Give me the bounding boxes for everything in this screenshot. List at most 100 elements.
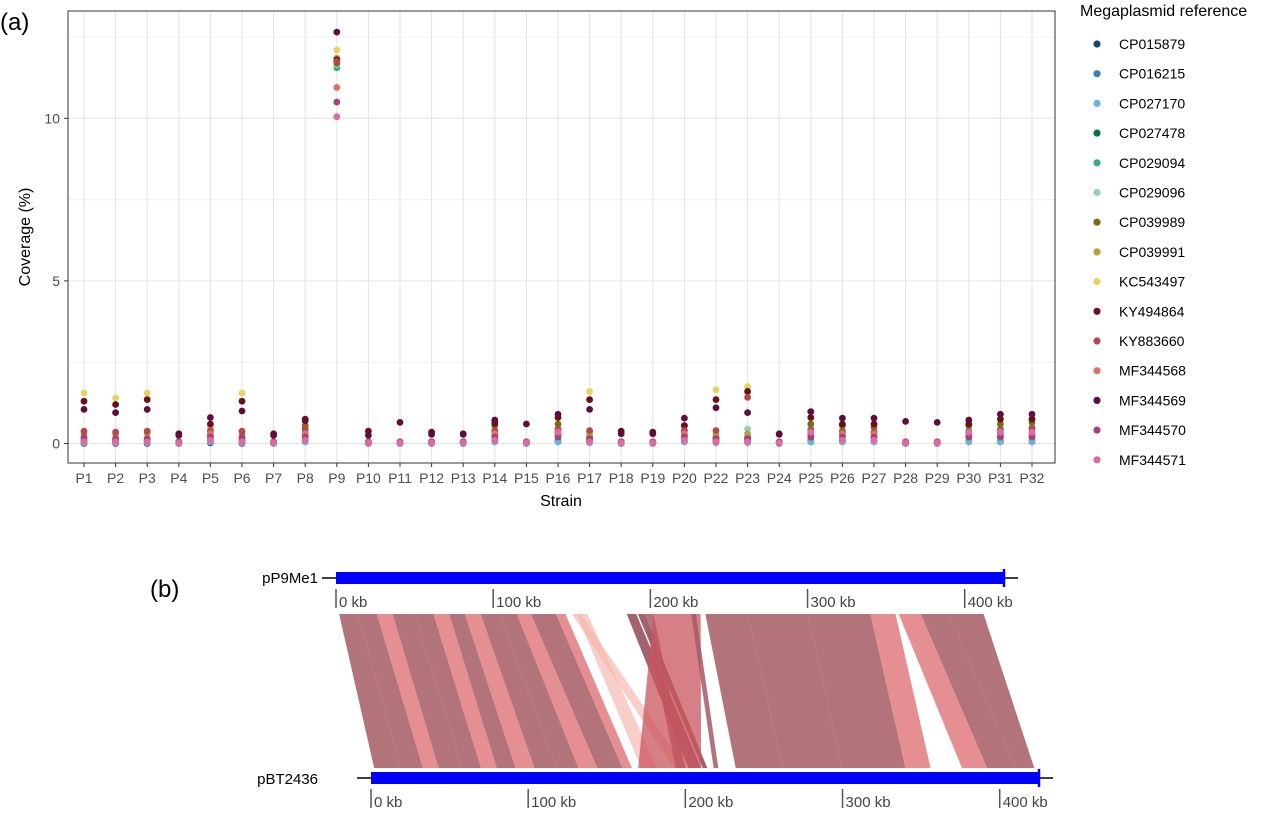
data-point: [459, 439, 467, 447]
legend-label: CP029096: [1119, 185, 1185, 201]
data-point: [1028, 438, 1036, 446]
data-point: [775, 439, 783, 447]
alignment-ribbon: [556, 614, 632, 768]
y-tick-label: 0: [52, 435, 60, 451]
alignment-ribbon: [433, 614, 497, 768]
x-tick-label: P17: [577, 470, 602, 486]
data-point: [396, 439, 404, 447]
data-point: [143, 405, 151, 413]
alignment-ribbon: [807, 614, 906, 768]
data-point: [870, 414, 878, 422]
data-point: [965, 416, 973, 424]
data-point: [270, 431, 277, 439]
data-point: [586, 438, 593, 446]
alignment-ribbon: [870, 614, 931, 768]
scale-label: 300 kb: [811, 594, 856, 611]
data-point: [965, 433, 973, 441]
data-point: [744, 438, 751, 446]
data-point: [617, 430, 625, 438]
data-point: [902, 439, 909, 447]
data-point: [428, 430, 435, 438]
scale-label: 100 kb: [531, 794, 576, 811]
scale-label: 0 kb: [339, 594, 367, 611]
alignment-ribbon: [948, 614, 1035, 768]
data-point: [870, 420, 878, 428]
data-point: [744, 425, 751, 433]
legend-key: [1093, 40, 1101, 48]
data-point: [238, 389, 246, 397]
legend-label: KY883660: [1119, 333, 1185, 349]
data-point: [744, 430, 751, 438]
data-point: [712, 386, 720, 394]
legend-key: [1093, 188, 1101, 197]
x-tick-label: P3: [139, 470, 156, 486]
data-point: [333, 46, 341, 54]
alignment-ribbon: [691, 614, 719, 768]
data-point: [301, 415, 309, 423]
legend-label: KY494864: [1119, 303, 1185, 319]
data-point: [112, 438, 119, 446]
x-tick-label: P13: [451, 470, 476, 486]
scale-label: 400 kb: [1003, 794, 1048, 811]
data-point: [333, 98, 341, 106]
x-tick-label: P25: [798, 470, 823, 486]
alignment-ribbon: [516, 614, 598, 768]
data-point: [207, 414, 214, 421]
data-point: [997, 428, 1004, 436]
sequence-track-top: pP9Me1 0 kb 100 kb 200 kb 300 kb 400 kb: [262, 569, 1018, 611]
legend-key: [1093, 396, 1101, 404]
data-point: [428, 439, 435, 447]
data-point: [839, 414, 846, 422]
panel-a-label: (a): [0, 9, 29, 36]
data-point: [617, 439, 625, 447]
scale-label: 200 kb: [653, 594, 698, 611]
alignment-ribbon: [898, 614, 988, 768]
data-point: [586, 427, 593, 434]
legend-label: KC543497: [1119, 274, 1185, 290]
data-point: [586, 388, 593, 395]
data-point: [396, 418, 404, 426]
x-tick-label: P19: [640, 470, 665, 486]
data-point: [365, 439, 372, 447]
data-point: [775, 430, 783, 438]
alignment-ribbon: [358, 614, 423, 768]
x-tick-label: P32: [1020, 470, 1045, 486]
data-point: [997, 420, 1004, 428]
data-point: [586, 396, 593, 403]
data-point: [997, 410, 1004, 418]
alignment-ribbon: [705, 614, 783, 768]
data-point: [902, 417, 909, 425]
data-point: [744, 388, 751, 395]
x-tick-label: P29: [925, 470, 950, 486]
legend-title: Megaplasmid reference: [1080, 3, 1247, 20]
x-tick-label: P11: [388, 470, 412, 486]
legend-label: CP015879: [1119, 36, 1185, 52]
x-tick-label: P22: [704, 470, 729, 486]
x-tick-label: P14: [482, 470, 507, 486]
legend-label: MF344568: [1119, 363, 1186, 379]
data-point: [333, 113, 341, 121]
data-point: [1028, 415, 1036, 423]
legend-label: MF344570: [1119, 422, 1186, 438]
alignment-ribbon: [480, 614, 557, 768]
data-point: [1028, 433, 1036, 441]
data-point: [744, 393, 751, 401]
data-point: [870, 436, 878, 444]
alignment-ribbon: [339, 614, 401, 768]
data-point: [997, 415, 1004, 423]
legend-label: CP039991: [1119, 244, 1185, 260]
y-axis-ticks: 0 5 10: [44, 110, 68, 451]
data-point: [143, 438, 151, 446]
alignment-ribbon: [414, 614, 482, 768]
sequence-bar: [336, 572, 1004, 584]
data-point: [744, 409, 751, 416]
legend-label: CP016215: [1119, 66, 1185, 82]
legend-key: [1093, 99, 1101, 107]
data-point: [712, 438, 720, 446]
x-tick-label: P10: [356, 470, 381, 486]
data-point: [554, 410, 562, 418]
data-point: [491, 436, 499, 444]
x-tick-label: P15: [514, 470, 539, 486]
y-tick-label: 10: [44, 110, 60, 126]
data-point: [80, 433, 88, 441]
